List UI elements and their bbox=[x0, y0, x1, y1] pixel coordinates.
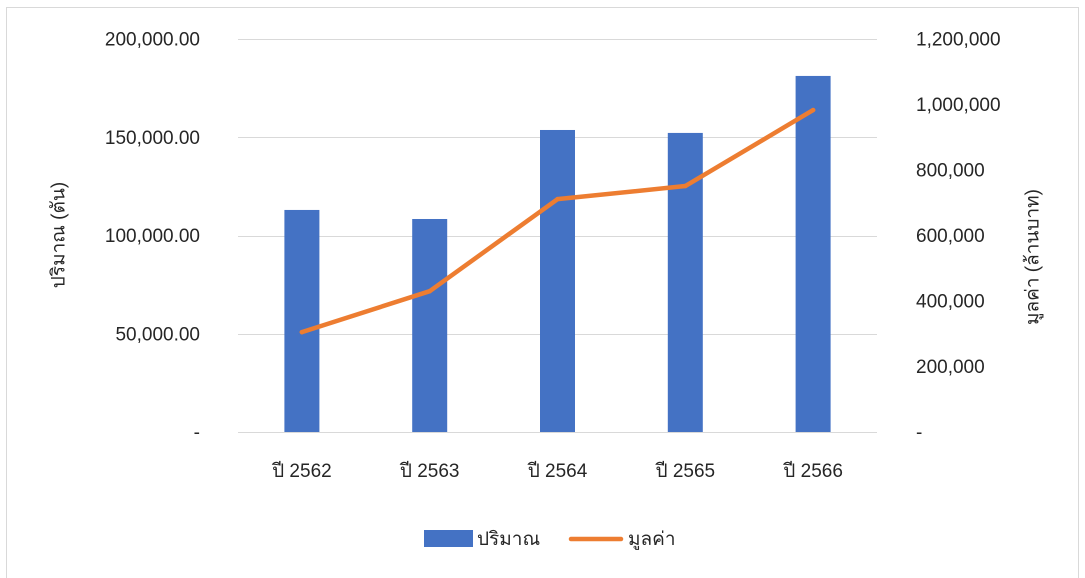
right-axis-tick-label: 400,000 bbox=[916, 292, 985, 313]
bar bbox=[795, 75, 831, 432]
chart-border bbox=[6, 7, 1079, 578]
left-axis-tick-label: 100,000.00 bbox=[105, 226, 200, 247]
line-point bbox=[427, 288, 432, 294]
line-point bbox=[299, 329, 305, 335]
legend-label-quantity: ปริมาณ bbox=[477, 529, 540, 550]
category-label: ปี 2564 bbox=[527, 460, 588, 482]
legend: ปริมาณ มูลค่า bbox=[424, 529, 676, 550]
left-axis-tick-label: 200,000.00 bbox=[105, 30, 200, 51]
right-axis-tick-label: 1,200,000 bbox=[916, 30, 1001, 51]
left-axis-title: ปริมาณ (ตัน) bbox=[49, 182, 70, 288]
category-label: ปี 2563 bbox=[399, 460, 459, 482]
right-axis-title: มูลค่า (ล้านบาท) bbox=[1023, 189, 1044, 325]
bar bbox=[540, 129, 575, 433]
right-axis-tick-label: 600,000 bbox=[916, 226, 985, 247]
legend-label-value: มูลค่า bbox=[628, 529, 676, 550]
category-label: ปี 2562 bbox=[271, 460, 331, 482]
left-axis-tick-label: 50,000.00 bbox=[115, 324, 200, 345]
legend-swatch-quantity bbox=[424, 530, 473, 547]
right-axis-tick-label: 1,000,000 bbox=[916, 95, 1001, 116]
left-axis-tick-label: 150,000.00 bbox=[105, 128, 200, 149]
category-label: ปี 2565 bbox=[655, 460, 715, 482]
bar bbox=[412, 218, 448, 432]
line-point bbox=[810, 107, 816, 113]
right-axis-tick-label: 800,000 bbox=[916, 161, 985, 182]
right-axis-tick-label: - bbox=[916, 423, 922, 444]
left-axis-tick-label: - bbox=[194, 423, 200, 444]
right-axis-tick-labels: - 200,000 400,000 600,000 800,000 1,000,000 1,… bbox=[916, 30, 1001, 444]
line-point bbox=[683, 183, 688, 189]
line-series-value bbox=[299, 107, 816, 335]
category-label: ปี 2566 bbox=[783, 460, 843, 482]
bar bbox=[667, 132, 703, 432]
left-axis-tick-labels: - 50,000.00 100,000.00 150,000.00 200,000.00 bbox=[105, 30, 200, 444]
bar bbox=[284, 209, 320, 432]
category-axis-labels: ปี 2562 ปี 2563 ปี 2564 ปี 2565 ปี 2566 bbox=[271, 460, 843, 482]
right-axis-tick-label: 200,000 bbox=[916, 357, 985, 378]
line-point bbox=[555, 196, 560, 202]
bar-series-quantity bbox=[284, 75, 831, 433]
